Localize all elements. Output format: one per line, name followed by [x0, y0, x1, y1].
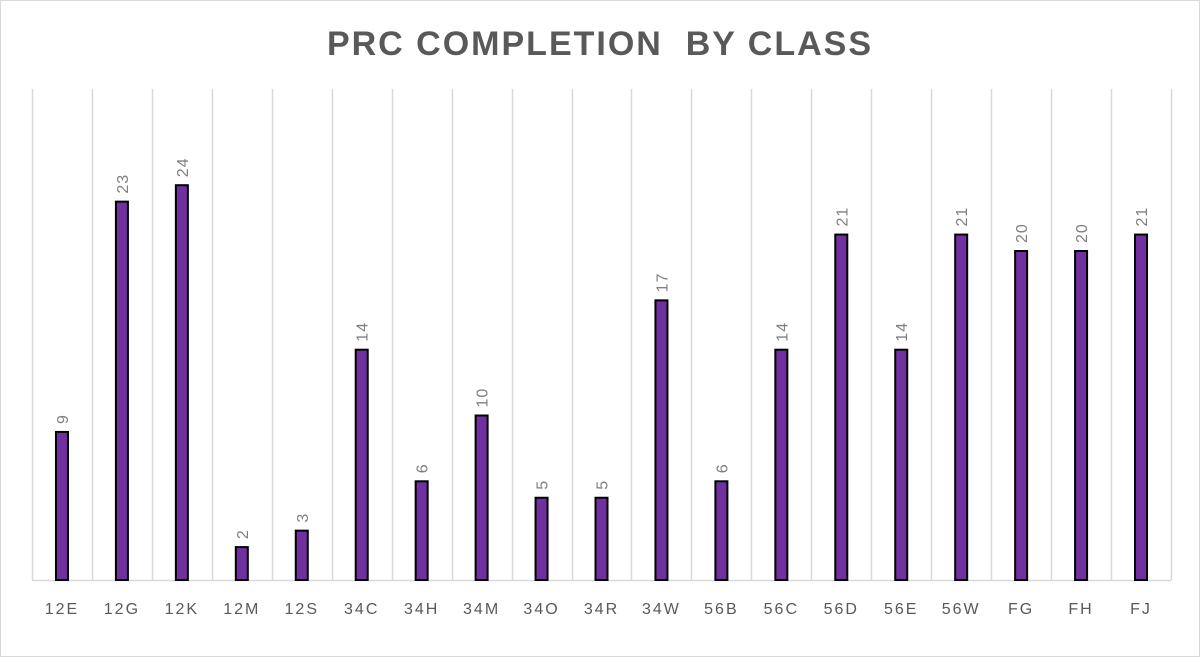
bars: [54, 184, 1149, 582]
x-tick-56e: 56E: [884, 601, 918, 618]
data-label-34w: 17: [654, 273, 671, 293]
chart-title: PRC COMPLETION BY CLASS: [326, 25, 874, 63]
x-tick-12g: 12G: [104, 601, 140, 618]
x-tick-34m: 34M: [463, 601, 500, 618]
x-tick-34h: 34H: [404, 601, 439, 618]
data-label-34m: 10: [475, 388, 492, 408]
bar-12e: [54, 430, 69, 582]
bar-34o: [534, 496, 549, 581]
x-tick-56d: 56D: [824, 601, 859, 618]
bar-56w: [954, 233, 969, 582]
x-tick-34w: 34W: [642, 601, 681, 618]
x-tick-labels: 12E 12G 12K 12M 12S 34C 34H 34M 34O 34R 34W 56B 56C 5…: [45, 601, 1152, 618]
x-tick-34r: 34R: [584, 601, 619, 618]
data-label-12m: 2: [235, 529, 252, 539]
x-tick-12e: 12E: [45, 601, 79, 618]
bar-56b: [714, 480, 729, 581]
x-tick-56w: 56W: [942, 601, 981, 618]
data-label-fj: 21: [1134, 207, 1151, 227]
data-label-12g: 23: [115, 174, 132, 194]
data-label-56d: 21: [834, 207, 851, 227]
x-tick-fh: FH: [1068, 601, 1093, 618]
bar-12g: [114, 200, 129, 581]
bar-34h: [414, 480, 429, 581]
data-label-34o: 5: [535, 480, 552, 490]
data-label-fh: 20: [1074, 223, 1091, 243]
x-tick-12k: 12K: [165, 601, 199, 618]
x-tick-56c: 56C: [764, 601, 799, 618]
bar-fj: [1134, 233, 1149, 582]
data-label-12k: 24: [175, 157, 192, 177]
data-label-56b: 6: [714, 463, 731, 473]
data-label-56e: 14: [894, 322, 911, 342]
data-label-34r: 5: [595, 480, 612, 490]
x-tick-34o: 34O: [523, 601, 559, 618]
data-label-fg: 20: [1014, 223, 1031, 243]
bar-34r: [594, 496, 609, 581]
x-tick-34c: 34C: [344, 601, 379, 618]
data-label-56c: 14: [774, 322, 791, 342]
x-tick-56b: 56B: [704, 601, 738, 618]
data-label-12s: 3: [295, 513, 312, 523]
data-label-56w: 21: [954, 207, 971, 227]
x-tick-fj: FJ: [1130, 601, 1152, 618]
x-tick-12s: 12S: [285, 601, 319, 618]
x-tick-fg: FG: [1008, 601, 1034, 618]
bar-56d: [834, 233, 849, 582]
data-label-34h: 6: [415, 463, 432, 473]
bar-34c: [354, 348, 369, 582]
bar-34m: [474, 414, 489, 581]
bar-fg: [1014, 250, 1029, 581]
bar-34w: [654, 299, 669, 581]
bar-fh: [1074, 250, 1089, 581]
x-tick-12m: 12M: [223, 601, 260, 618]
data-label-12e: 9: [55, 414, 72, 424]
bar-12s: [294, 529, 309, 582]
gridlines: [31, 89, 1173, 582]
data-label-34c: 14: [355, 322, 372, 342]
bar-12k: [174, 184, 189, 581]
bar-56e: [894, 348, 909, 582]
bar-56c: [774, 348, 789, 582]
bar-12m: [234, 546, 249, 581]
